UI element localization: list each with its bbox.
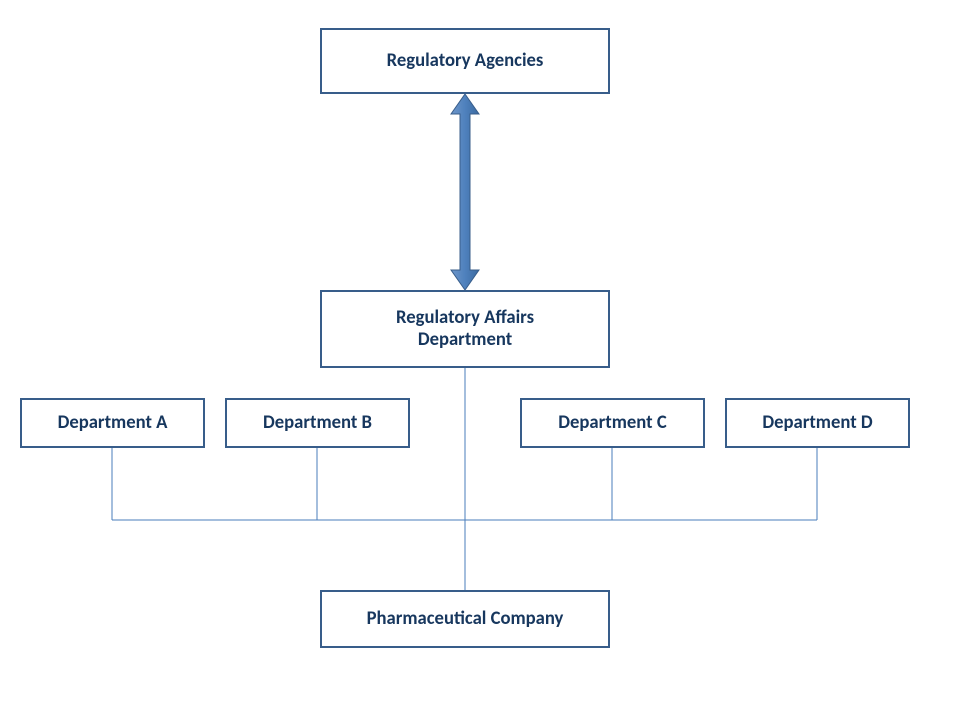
node-dept-a: Department A [20,398,205,448]
diagram-canvas: Regulatory Agencies Regulatory Affairs De… [0,0,960,720]
node-pharma-company: Pharmaceutical Company [320,590,610,648]
node-label: Department D [762,412,872,434]
node-label: Regulatory Affairs Department [396,307,534,352]
node-label: Department B [263,412,372,434]
double-arrow [451,94,479,290]
node-label: Department A [58,412,168,434]
node-dept-b: Department B [225,398,410,448]
node-label: Pharmaceutical Company [367,608,564,630]
node-dept-d: Department D [725,398,910,448]
node-label: Department C [558,412,666,434]
node-dept-c: Department C [520,398,705,448]
node-label: Regulatory Agencies [387,50,544,72]
node-reg-agencies: Regulatory Agencies [320,28,610,94]
node-reg-affairs: Regulatory Affairs Department [320,290,610,368]
